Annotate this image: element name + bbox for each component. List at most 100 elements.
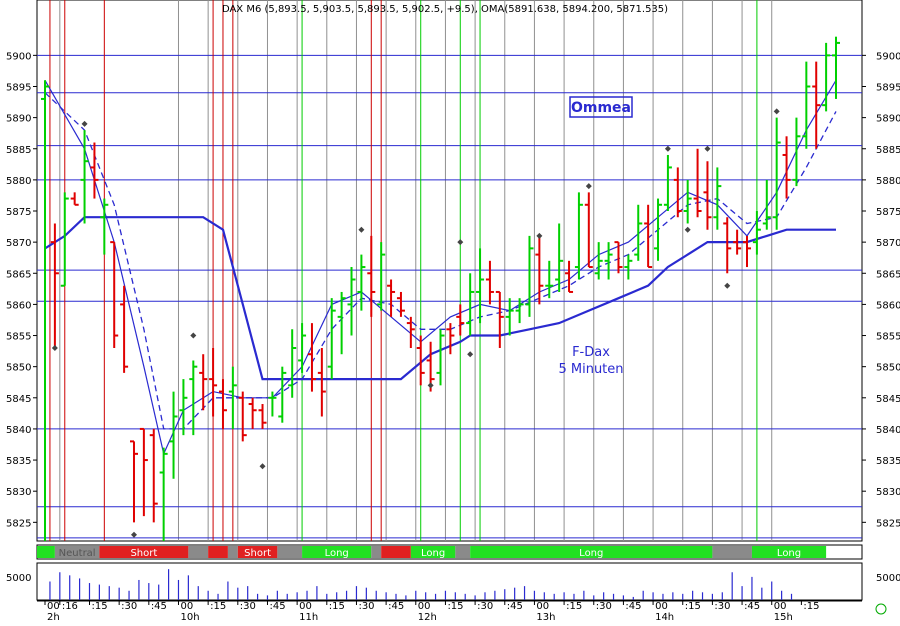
x-tick-label: :30 — [121, 601, 137, 612]
y-tick-label-right: 5900 — [876, 51, 900, 62]
y-tick-label-left: 5825 — [6, 518, 31, 529]
pivot-marker — [467, 351, 474, 358]
pivot-marker — [536, 232, 543, 239]
pivot-marker — [457, 239, 464, 246]
x-tick-label: :30 — [596, 601, 612, 612]
instrument-label: F-Dax — [572, 345, 610, 360]
price-bar — [673, 167, 682, 218]
position-band-long — [302, 546, 372, 558]
pivot-marker — [585, 183, 592, 190]
pivot-marker — [427, 382, 434, 389]
x-tick-label: 00 — [299, 601, 312, 612]
price-bar — [683, 179, 692, 224]
y-tick-label-left: 5855 — [6, 332, 31, 343]
position-band-label: Short — [244, 548, 271, 559]
price-bar — [199, 354, 208, 411]
pivot-marker — [81, 120, 88, 127]
price-bar — [565, 260, 574, 293]
y-tick-label-left: 5895 — [6, 82, 31, 93]
price-bar — [377, 242, 386, 311]
position-band-short — [99, 546, 189, 558]
y-tick-label-left: 5850 — [6, 363, 31, 374]
price-bar — [644, 204, 653, 269]
price-bar — [446, 323, 455, 355]
price-bar — [476, 248, 485, 324]
y-tick-label-right: 5870 — [876, 238, 900, 249]
price-bar — [634, 204, 643, 261]
position-band-label: Long — [421, 548, 445, 559]
price-bar — [288, 329, 297, 398]
price-bar — [367, 235, 376, 317]
grid-layer — [36, 0, 863, 542]
price-bar — [139, 427, 148, 517]
position-band-label: Neutral — [59, 548, 96, 559]
x-tick-label: :45 — [507, 601, 523, 612]
price-bar — [90, 142, 99, 199]
x-tick-label: 00 — [536, 601, 549, 612]
price-bar — [792, 117, 801, 187]
price-bar — [179, 379, 188, 436]
price-bar — [624, 254, 633, 280]
price-bar — [149, 428, 158, 523]
x-tick-label: 00 — [774, 601, 787, 612]
position-band-neutral — [371, 546, 382, 558]
y-tick-label-right: 5825 — [876, 518, 900, 529]
price-bar — [238, 391, 247, 442]
position-band-label: Long — [325, 548, 349, 559]
price-bar — [209, 347, 218, 417]
y-tick-label-left: 5880 — [6, 176, 31, 187]
y-tick-label-left: 5830 — [6, 487, 31, 498]
position-band-neutral — [188, 546, 209, 558]
axes-layer: 5825 5825 5830 5830 5835 5835 5840 5840 5845 5845… — [6, 51, 900, 623]
price-bar — [317, 347, 326, 417]
x-tick-label: :15 — [566, 601, 582, 612]
x-tick-label: :16 — [62, 601, 78, 612]
price-bar — [268, 391, 277, 417]
price-bar — [822, 42, 831, 112]
price-bar — [278, 366, 287, 423]
pivot-marker — [773, 108, 780, 115]
pivot-marker — [259, 463, 266, 470]
x-tick-label: :45 — [625, 601, 641, 612]
y-tick-label-right: 5865 — [876, 269, 900, 280]
y-tick-label-left: 5835 — [6, 456, 31, 467]
x-tick-label: :30 — [714, 601, 730, 612]
pivot-marker — [358, 226, 365, 233]
position-band-neutral — [227, 546, 238, 558]
y-tick-label-left: 5860 — [6, 300, 31, 311]
chart-title: DAX M6 (5,893.5, 5,903.5, 5,893.5, 5,902… — [222, 4, 668, 15]
position-band-label: Long — [579, 548, 603, 559]
price-bar — [357, 254, 366, 311]
price-bar — [594, 242, 603, 280]
price-bar — [654, 198, 663, 261]
price-bar — [782, 136, 791, 199]
price-bar — [60, 192, 69, 287]
y-tick-label-left: 5875 — [6, 207, 31, 218]
x-tick-sublabel: 11h — [299, 612, 318, 622]
price-bar — [70, 192, 79, 206]
x-tick-label: :30 — [358, 601, 374, 612]
price-bar — [50, 223, 59, 348]
position-band: Neutral Short Short Long Long Long Long — [36, 544, 863, 560]
x-tick-label: 00 — [180, 601, 193, 612]
position-band-neutral — [712, 546, 752, 558]
y-tick-label-left: 5900 — [6, 51, 31, 62]
y-tick-label-right: 5855 — [876, 332, 900, 343]
price-bar — [337, 291, 346, 355]
y-tick-label-right: 5895 — [876, 82, 900, 93]
x-tick-label: :45 — [388, 601, 404, 612]
pivot-marker — [704, 145, 711, 152]
position-band-short — [381, 546, 411, 558]
x-tick-label: :30 — [240, 601, 256, 612]
x-tick-label: :45 — [151, 601, 167, 612]
price-bar — [466, 273, 475, 336]
price-bar — [416, 335, 425, 386]
price-bar — [713, 167, 722, 230]
y-tick-label-right: 5875 — [876, 207, 900, 218]
price-bar — [604, 242, 613, 280]
price-bar — [189, 360, 198, 436]
x-tick-label: :15 — [91, 601, 107, 612]
x-tick-label: :15 — [447, 601, 463, 612]
